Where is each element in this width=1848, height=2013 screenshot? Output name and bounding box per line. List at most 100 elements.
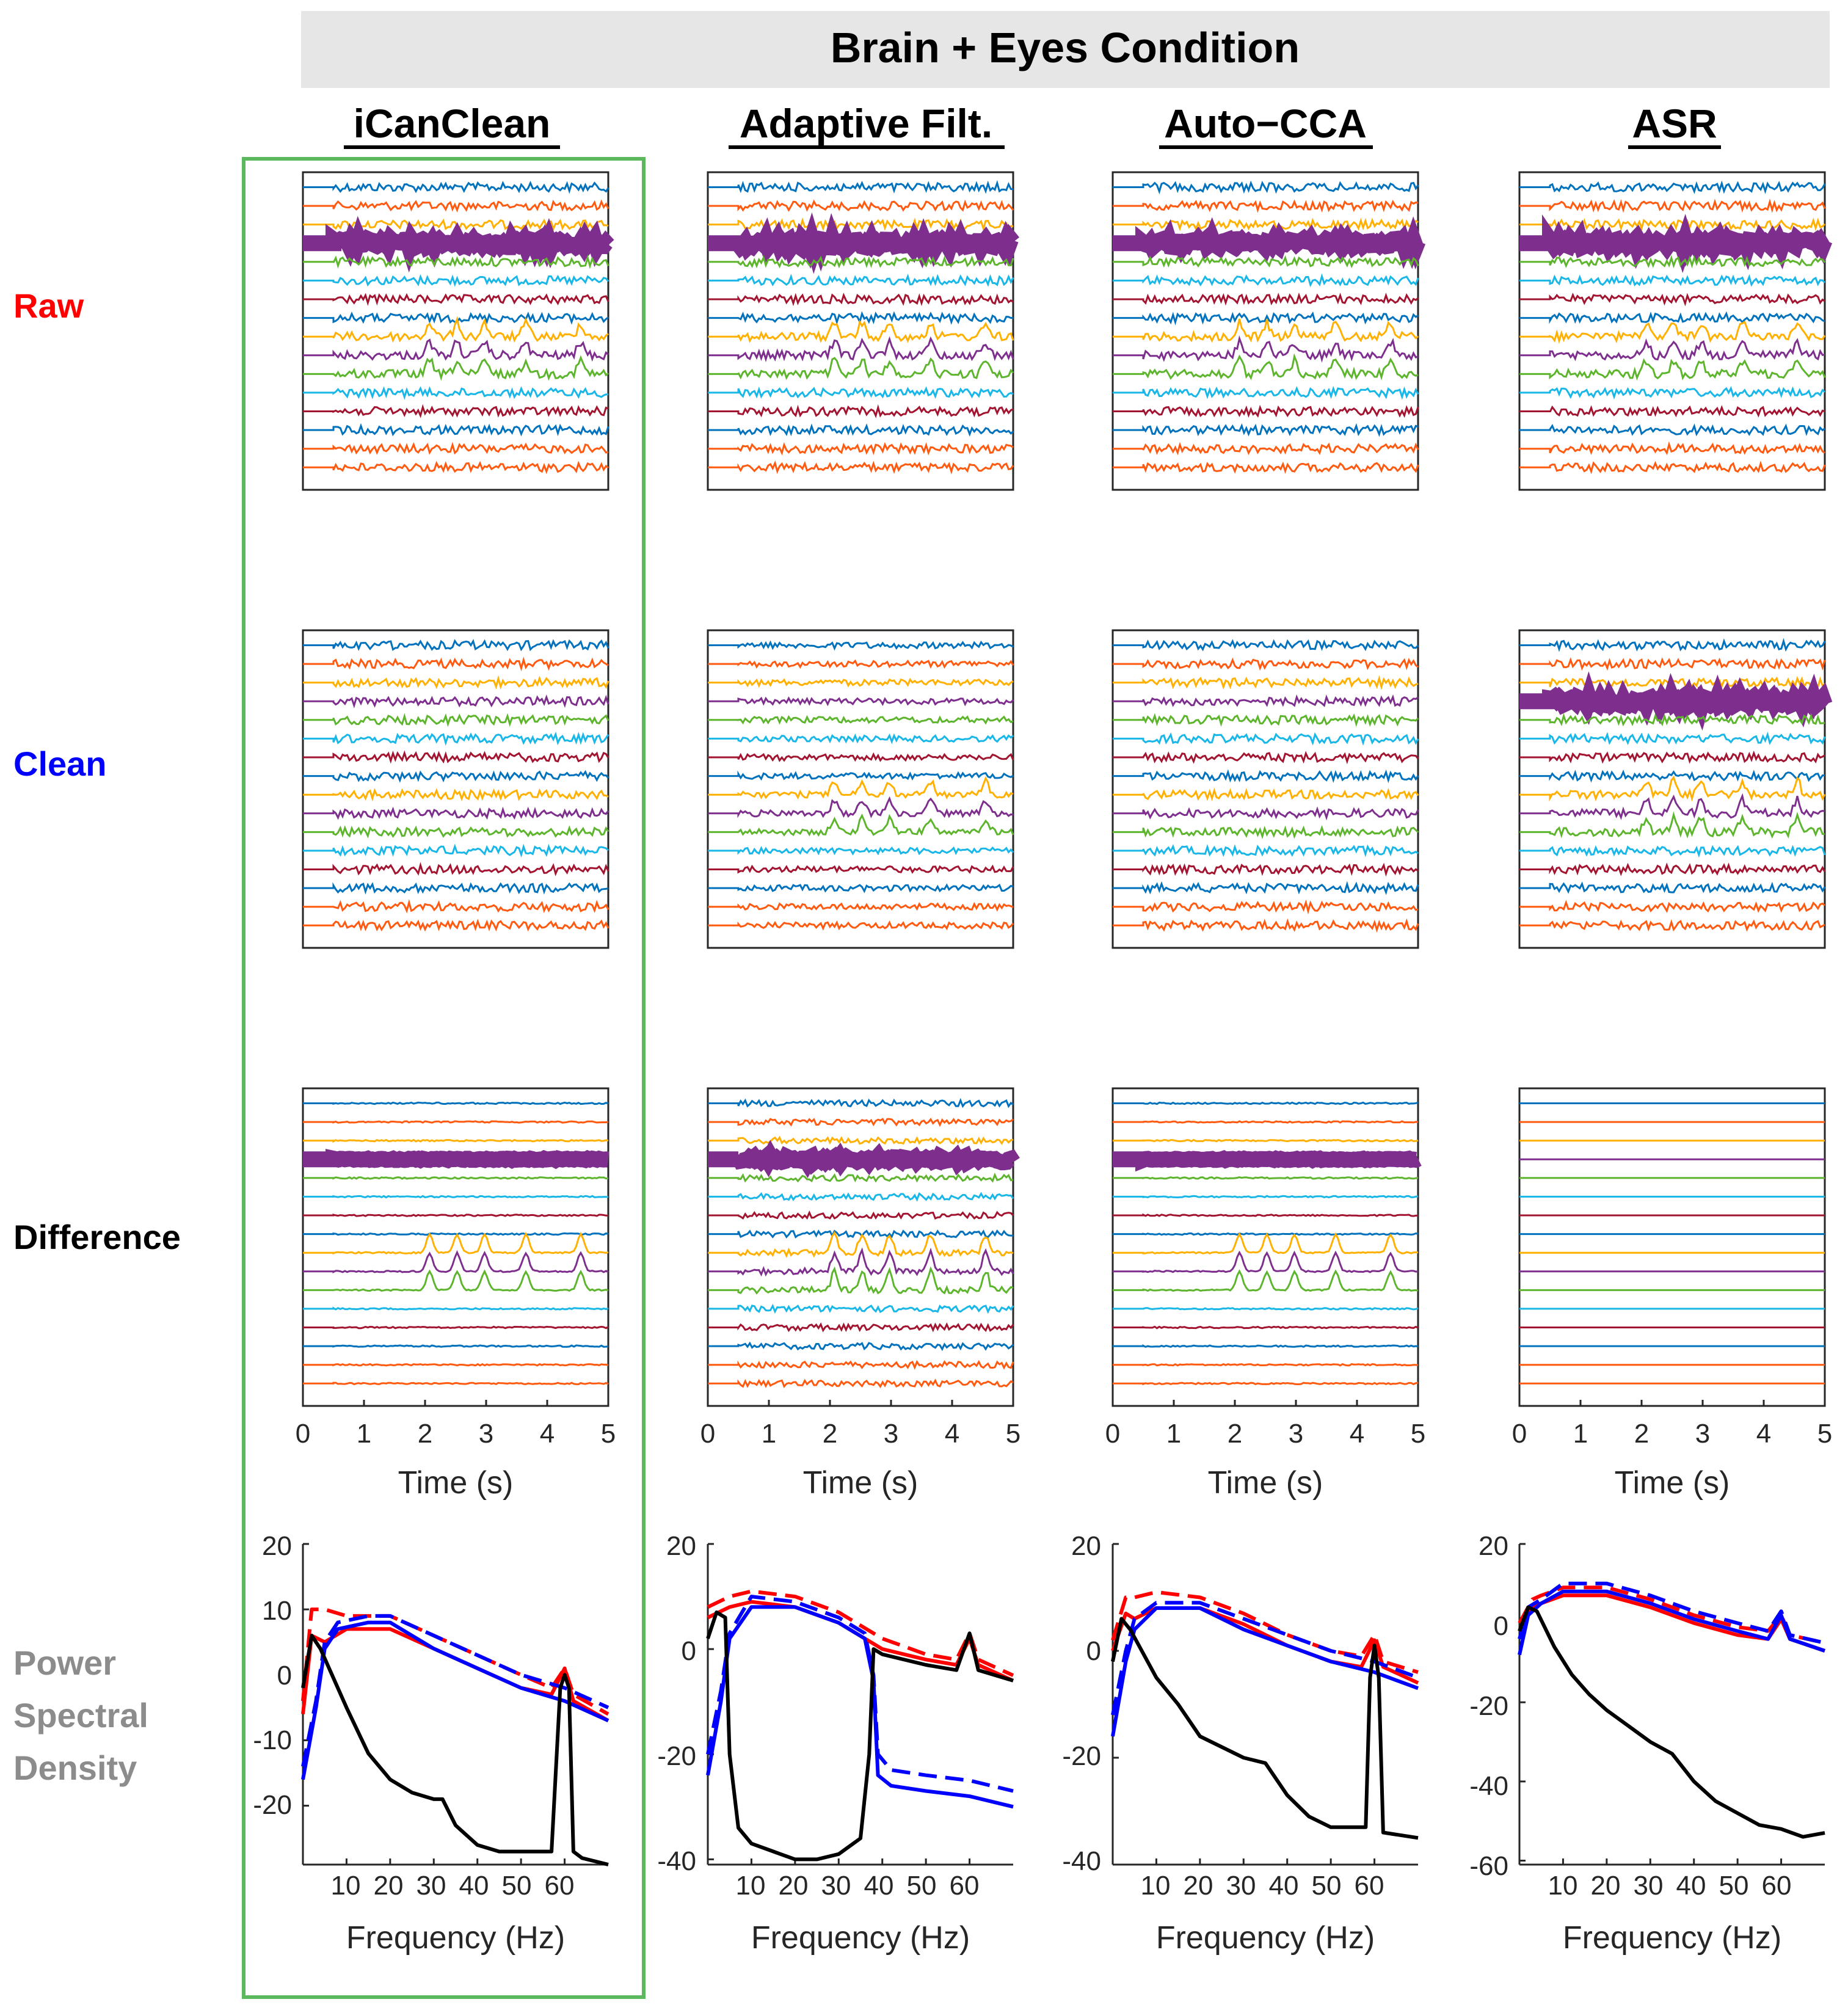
channel-trace	[708, 255, 1014, 269]
psd-xtick-label: 50	[1719, 1871, 1749, 1901]
time-tick-label: 0	[700, 1419, 715, 1449]
psd-panels: 20 10 0 -10 -20 10 20 30 40 50 60 Freque…	[253, 1531, 1825, 1956]
channel-trace	[303, 218, 609, 231]
psd-xtick-label: 50	[502, 1871, 532, 1901]
channel-trace	[1113, 180, 1419, 195]
time-axis-label: Time (s)	[1615, 1465, 1730, 1501]
psd-plot-area	[1518, 1543, 1825, 1866]
channel-trace	[1113, 1150, 1422, 1172]
channel-trace	[708, 319, 1014, 343]
channel-trace	[708, 386, 1014, 399]
channel-trace	[1519, 255, 1826, 269]
channel-trace	[1519, 793, 1825, 820]
channel-trace	[708, 1322, 1014, 1333]
row-label-psd-line2: Spectral	[13, 1696, 148, 1735]
psd-axis-label: Frequency (Hz)	[346, 1920, 565, 1956]
channel-trace	[1113, 1176, 1419, 1180]
psd-series-clean-solid	[301, 1620, 609, 1780]
channel-trace	[1113, 1325, 1419, 1330]
psd-series-raw-solid	[301, 1627, 609, 1722]
channel-trace	[1519, 441, 1825, 456]
time-axis-label: Time (s)	[803, 1465, 919, 1501]
psd-ytick-label: -20	[253, 1790, 292, 1820]
channel-trace	[303, 1232, 609, 1236]
channel-trace	[1113, 751, 1419, 765]
channel-trace	[1113, 843, 1419, 857]
channel-trace	[303, 750, 609, 764]
channel-trace	[708, 1172, 1014, 1183]
channel-trace	[708, 776, 1014, 800]
channel-trace	[303, 1306, 609, 1311]
panel-frame	[707, 1087, 1014, 1407]
time-tick-label: 4	[1350, 1419, 1364, 1449]
channel-trace	[1113, 694, 1419, 707]
channel-trace	[303, 216, 614, 273]
channel-trace	[1519, 405, 1825, 418]
channel-trace	[1519, 671, 1833, 731]
psd-series-raw-dashed	[1111, 1590, 1419, 1674]
channel-trace	[708, 677, 1014, 688]
psd-plot-area	[301, 1543, 609, 1866]
time-tick-label: 0	[1512, 1419, 1527, 1449]
psd-plot-area	[1111, 1543, 1419, 1866]
channel-trace	[708, 752, 1014, 762]
psd-xtick-label: 40	[1269, 1871, 1299, 1901]
channel-trace	[1519, 713, 1825, 727]
psd-ytick-label: 10	[262, 1596, 292, 1626]
psd-xtick-label: 10	[1141, 1871, 1171, 1901]
timeseries-panel	[1111, 629, 1419, 949]
channel-trace	[1519, 750, 1825, 764]
channel-trace	[708, 1140, 1020, 1178]
psd-ytick-label: 20	[666, 1531, 696, 1561]
channel-trace	[1519, 919, 1825, 932]
channel-trace	[1519, 338, 1825, 362]
channel-trace	[708, 1118, 1014, 1127]
channel-trace	[1113, 675, 1419, 690]
channel-trace	[303, 1344, 609, 1348]
channel-trace	[1113, 806, 1419, 821]
channel-trace	[303, 843, 609, 858]
channel-trace	[708, 1231, 1014, 1259]
channel-trace	[303, 423, 609, 437]
channel-trace	[303, 919, 609, 932]
psd-axis-label: Frequency (Hz)	[751, 1920, 970, 1956]
timeseries-panel	[1518, 629, 1833, 949]
channel-trace	[1113, 442, 1419, 456]
channel-trace	[303, 1363, 609, 1367]
channel-trace	[708, 336, 1014, 363]
psd-xtick-label: 50	[907, 1871, 937, 1901]
time-tick-label: 2	[823, 1419, 837, 1449]
time-axes: 0 1 2 3 4 5 Time (s) 0 1 2 3 4 5 Time (s…	[296, 1419, 1832, 1501]
psd-series-difference-solid	[1518, 1605, 1825, 1839]
channel-trace	[1113, 657, 1419, 671]
psd-ytick-label: 0	[1086, 1636, 1101, 1666]
psd-xtick-label: 50	[1312, 1871, 1342, 1901]
channel-trace	[708, 883, 1014, 894]
condition-header-band	[301, 11, 1830, 88]
condition-title: Brain + Eyes Condition	[831, 24, 1300, 71]
panel-frame	[1111, 629, 1419, 949]
timeseries-panel	[707, 171, 1020, 491]
channel-trace	[1113, 862, 1419, 877]
channel-trace	[708, 199, 1014, 213]
channel-trace	[708, 423, 1014, 437]
channel-trace	[303, 675, 609, 690]
time-tick-label: 3	[1695, 1419, 1710, 1449]
time-tick-label: 1	[762, 1419, 776, 1449]
psd-series-difference-solid	[706, 1610, 1014, 1862]
channel-trace	[708, 846, 1014, 856]
channel-trace	[303, 180, 609, 194]
psd-xtick-label: 10	[331, 1871, 361, 1901]
time-tick-label: 4	[945, 1419, 959, 1449]
channel-trace	[303, 338, 609, 362]
channel-trace	[708, 293, 1014, 307]
time-axis: 0 1 2 3 4 5 Time (s)	[1105, 1419, 1425, 1501]
channel-trace	[1519, 775, 1826, 802]
time-tick-label: 5	[1817, 1419, 1832, 1449]
time-tick-label: 1	[1166, 1419, 1181, 1449]
channel-trace	[303, 1381, 609, 1386]
channel-trace	[303, 1120, 609, 1124]
psd-xtick-label: 30	[821, 1871, 851, 1901]
psd-series-clean-dashed	[1111, 1601, 1419, 1716]
